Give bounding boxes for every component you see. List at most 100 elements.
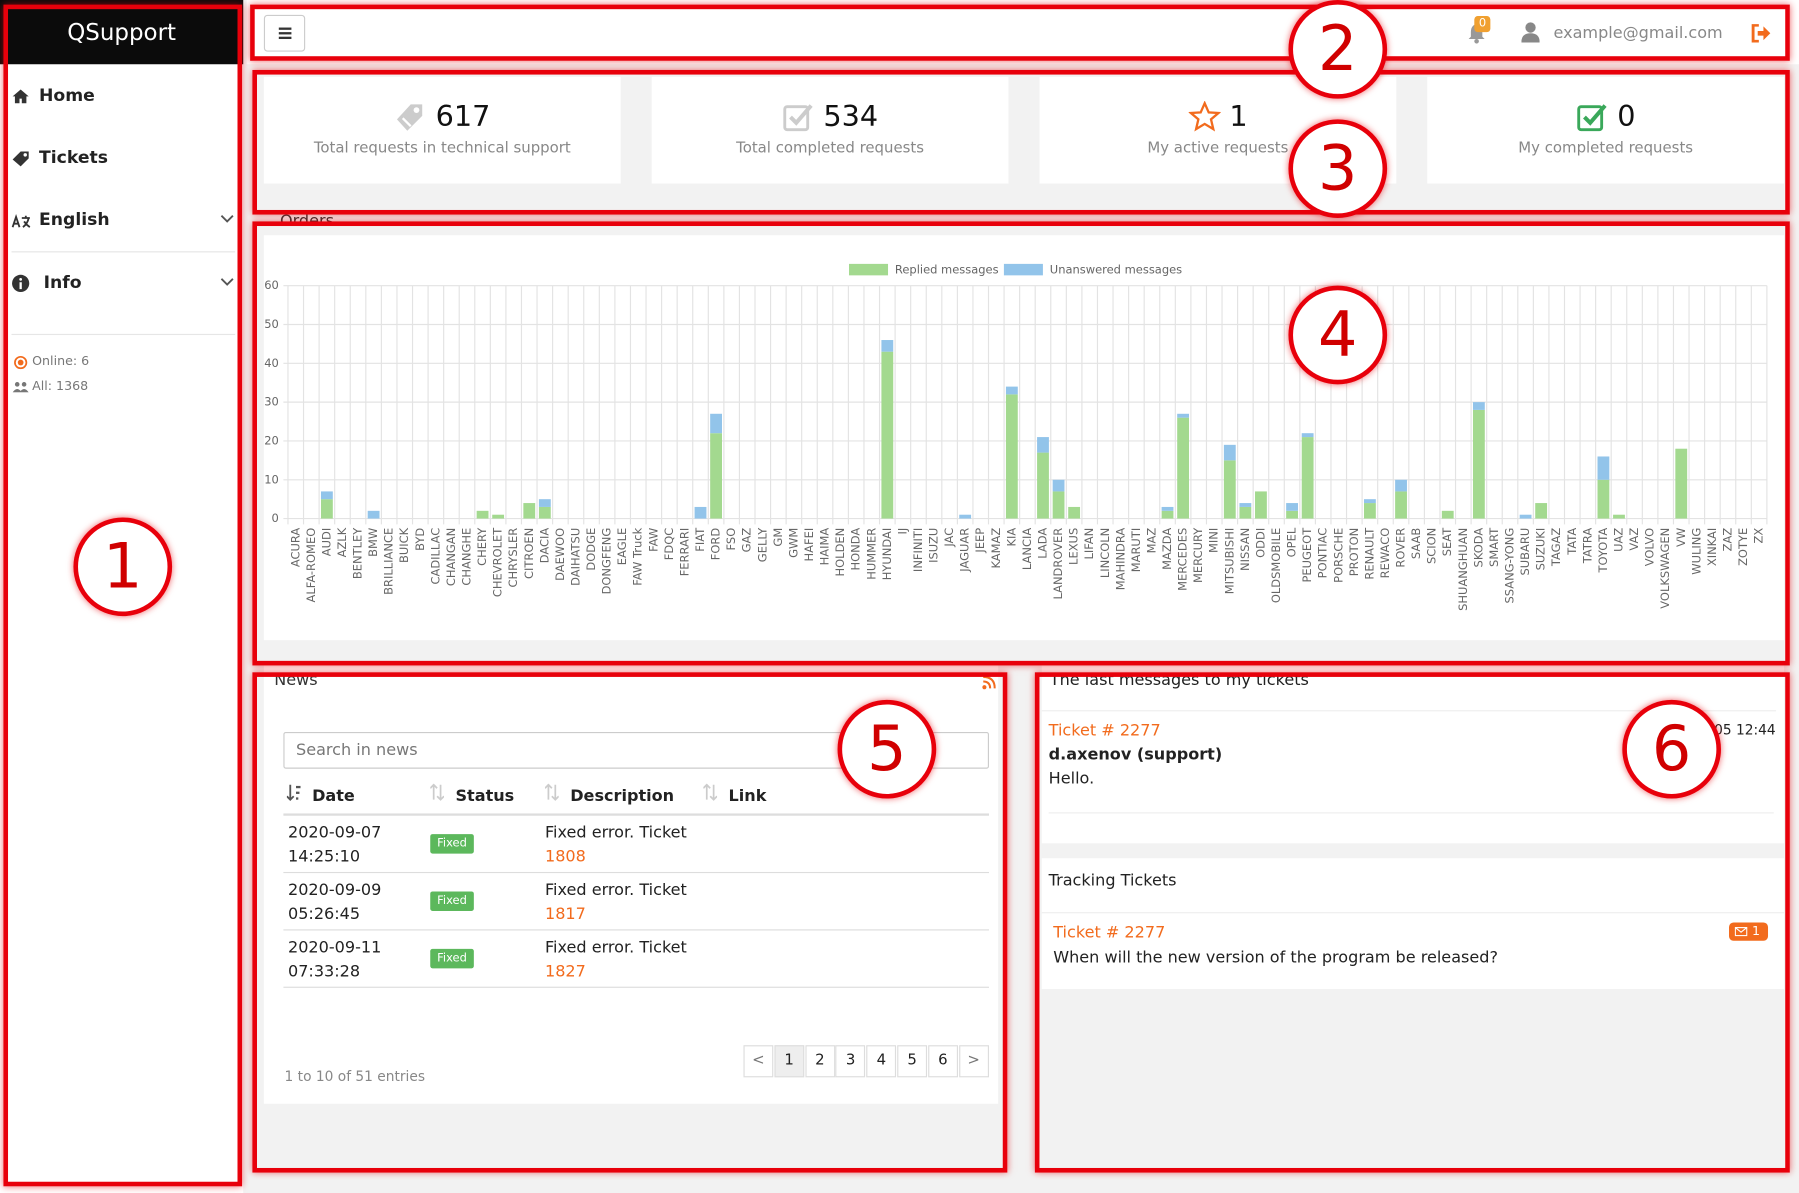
- column-header[interactable]: Date: [312, 787, 355, 806]
- stat-label: My completed requests: [1518, 139, 1694, 158]
- x-tick-label: OPEL: [1285, 527, 1299, 557]
- bar: [1613, 514, 1625, 519]
- news-description: Fixed error. Ticket: [544, 938, 687, 957]
- menu-info[interactable]: Info: [43, 271, 82, 293]
- page-button[interactable]: 6: [927, 1045, 958, 1078]
- user-icon: [1521, 22, 1540, 43]
- menu-home[interactable]: Home: [39, 84, 95, 106]
- status-badge: Fixed: [430, 891, 474, 911]
- x-tick-label: MAZDA: [1160, 528, 1174, 570]
- page-button[interactable]: 3: [835, 1045, 866, 1078]
- status-badge: Fixed: [430, 834, 474, 854]
- x-tick-label: LADA: [1035, 528, 1049, 559]
- bar: [1301, 433, 1314, 438]
- tracking-ticket[interactable]: Ticket # 2277: [1053, 923, 1166, 942]
- x-tick-label: MINI: [1207, 528, 1221, 553]
- online-count: Online: 6: [32, 353, 90, 369]
- x-tick-label: HUMMER: [864, 528, 878, 580]
- x-tick-label: LIFAN: [1082, 528, 1096, 560]
- message-count: 1: [1751, 923, 1760, 939]
- x-tick-label: GELLY: [755, 527, 769, 562]
- news-ticket-link[interactable]: 1817: [544, 905, 586, 924]
- bar: [1052, 491, 1065, 519]
- x-tick-label: VW: [1674, 528, 1688, 547]
- bar: [1177, 413, 1190, 418]
- rss-icon[interactable]: [982, 675, 996, 690]
- x-tick-label: VOLKSWAGEN: [1658, 528, 1672, 609]
- hamburger-icon: [278, 27, 292, 40]
- column-header[interactable]: Link: [728, 787, 767, 806]
- news-ticket-link[interactable]: 1808: [544, 847, 586, 867]
- x-tick-label: FAW: [646, 528, 660, 552]
- menu-toggle[interactable]: [263, 14, 306, 52]
- y-tick-label: 60: [264, 278, 279, 292]
- x-tick-label: ZOTYE: [1736, 528, 1750, 566]
- column-header[interactable]: Description: [570, 787, 675, 806]
- bar: [492, 514, 505, 519]
- message-time: 05 12:44: [1714, 721, 1776, 738]
- news-search[interactable]: Search in news: [283, 731, 989, 769]
- news-date: 2020-09-07 14:25:10: [287, 823, 382, 867]
- x-tick-label: MERCURY: [1191, 527, 1205, 583]
- column-header[interactable]: Status: [455, 787, 515, 806]
- bar: [1301, 437, 1314, 519]
- x-tick-label: TOYOTA: [1596, 528, 1610, 574]
- bar: [1363, 499, 1376, 504]
- bar: [1363, 503, 1376, 519]
- stat-label: Total completed requests: [736, 139, 925, 158]
- stat-icon: [1188, 100, 1221, 131]
- x-tick-label: MITSUBISHI: [1222, 528, 1236, 595]
- bar: [538, 499, 551, 507]
- x-tick-label: HYUNDAI: [880, 528, 894, 580]
- bar: [1161, 506, 1174, 511]
- logout-icon[interactable]: [1751, 24, 1772, 43]
- menu-english[interactable]: English: [39, 208, 110, 230]
- stat-row: 617: [264, 100, 621, 133]
- message-ticket[interactable]: Ticket # 2277: [1048, 721, 1161, 741]
- x-tick-label: SKODA: [1471, 528, 1485, 568]
- envelope-icon: [1734, 927, 1748, 937]
- x-tick-label: ZX: [1752, 528, 1766, 544]
- page-button[interactable]: 2: [804, 1045, 835, 1078]
- bar: [1395, 479, 1407, 492]
- x-tick-label: SEAT: [1440, 527, 1454, 556]
- x-tick-label: LEXUS: [1067, 528, 1081, 565]
- bar: [523, 503, 536, 519]
- page-button[interactable]: 4: [866, 1045, 897, 1078]
- bar: [1239, 503, 1252, 507]
- legend-swatch: [849, 263, 889, 276]
- x-tick-label: CITROEN: [522, 528, 536, 579]
- bar: [694, 506, 707, 519]
- x-tick-label: FSO: [724, 528, 738, 551]
- stat-card: 617 Total requests in technical support: [263, 76, 621, 184]
- x-tick-label: AUDI: [319, 528, 333, 556]
- message-text: Hello.: [1048, 769, 1095, 789]
- y-tick-label: 50: [264, 317, 279, 331]
- page-button[interactable]: >: [958, 1045, 989, 1078]
- news-ticket-link[interactable]: 1827: [544, 962, 586, 981]
- x-tick-label: CADILLAC: [428, 528, 442, 585]
- chevron: [220, 215, 234, 223]
- online-icon: [14, 355, 28, 370]
- bar: [710, 413, 722, 434]
- tracking-text: When will the new version of the program…: [1053, 948, 1499, 968]
- page-button[interactable]: <: [743, 1045, 774, 1078]
- page-button[interactable]: 1: [774, 1045, 805, 1078]
- user-email[interactable]: example@gmail.com: [1553, 24, 1723, 43]
- separator: [1048, 812, 1774, 814]
- x-tick-label: MAHINDRA: [1113, 528, 1127, 591]
- x-tick-label: VAZ: [1627, 528, 1641, 551]
- brand[interactable]: QSupport: [0, 0, 244, 65]
- page-button[interactable]: 5: [897, 1045, 928, 1078]
- x-tick-label: TATRA: [1580, 528, 1594, 565]
- bar: [367, 510, 380, 519]
- bar: [1519, 514, 1532, 519]
- x-tick-label: PEUGEOT: [1300, 527, 1314, 583]
- menu-tickets[interactable]: Tickets: [39, 146, 108, 168]
- y-tick-label: 20: [264, 433, 279, 447]
- annotation-box: [1034, 672, 1790, 1173]
- stat-card: 0 My completed requests: [1427, 76, 1785, 184]
- annotation-number: 4: [1288, 285, 1388, 385]
- y-tick-label: 10: [264, 472, 279, 486]
- x-tick-label: CHRYSLER: [506, 528, 520, 588]
